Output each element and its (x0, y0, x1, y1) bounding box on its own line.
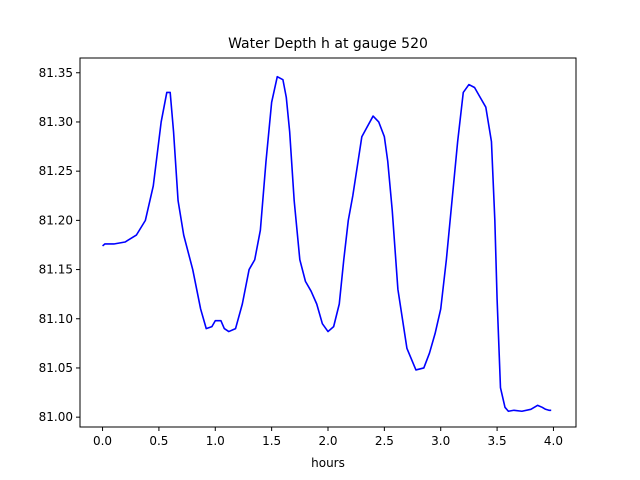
y-tick-label: 81.10 (39, 312, 73, 326)
x-tick-label: 4.0 (544, 434, 563, 448)
x-tick-label: 2.0 (318, 434, 337, 448)
y-tick-label: 81.25 (39, 164, 73, 178)
chart-title: Water Depth h at gauge 520 (228, 36, 428, 52)
y-tick-label: 81.20 (39, 213, 73, 227)
y-axis-ticks: 81.00 81.05 81.10 81.15 81.20 81.25 81.30 81.35 (39, 66, 80, 424)
x-tick-label: 3.5 (488, 434, 507, 448)
y-tick-label: 81.30 (39, 115, 73, 129)
x-tick-label: 1.0 (206, 434, 225, 448)
x-axis-ticks: 0.0 0.5 1.0 1.5 2.0 2.5 3.0 3.5 4.0 (93, 427, 563, 448)
y-tick-label: 81.05 (39, 361, 73, 375)
x-tick-label: 3.0 (431, 434, 450, 448)
x-tick-label: 0.0 (93, 434, 112, 448)
x-tick-label: 1.5 (262, 434, 281, 448)
y-tick-label: 81.35 (39, 66, 73, 80)
x-tick-label: 2.5 (375, 434, 394, 448)
x-axis-label: hours (311, 456, 345, 470)
y-tick-label: 81.15 (39, 263, 73, 277)
x-tick-label: 0.5 (149, 434, 168, 448)
series-line-0 (102, 75, 552, 413)
y-tick-label: 81.00 (39, 410, 73, 424)
